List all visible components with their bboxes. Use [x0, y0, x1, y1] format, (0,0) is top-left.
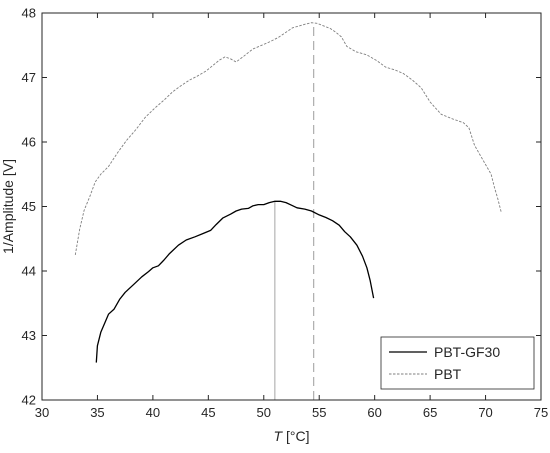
series-lines	[74, 22, 502, 363]
y-axis-label: 1/Amplitude [V]	[0, 159, 16, 254]
x-tick-label: 40	[146, 405, 160, 420]
y-tick-label: 42	[22, 393, 36, 408]
legend-label-1: PBT-GF30	[434, 344, 500, 360]
x-tick-label: 70	[478, 405, 492, 420]
x-tick-label: 45	[201, 405, 215, 420]
x-tick-label: 75	[534, 405, 548, 420]
series-line-pbt-gf30	[95, 200, 375, 363]
y-tick-label: 45	[22, 199, 36, 214]
x-axis-label-unit: [°C]	[282, 428, 309, 444]
x-axis-label: T [°C]	[274, 428, 310, 444]
y-axis-ticks: 42 43 44 45 46 47 48	[22, 6, 541, 408]
annotation-lines	[274, 22, 315, 400]
y-tick-label: 43	[22, 328, 36, 343]
legend: PBT-GF30 PBT	[380, 336, 535, 390]
y-tick-label: 46	[22, 135, 36, 150]
x-tick-label: 50	[257, 405, 271, 420]
y-tick-label: 47	[22, 70, 36, 85]
x-axis-ticks: 30 35 40 45 50 55 60 65 70 75	[35, 13, 548, 420]
legend-label-2: PBT	[434, 366, 462, 382]
x-tick-label: 35	[90, 405, 104, 420]
x-tick-label: 55	[312, 405, 326, 420]
y-tick-label: 48	[22, 6, 36, 21]
series-line-pbt	[74, 22, 502, 255]
x-axis-label-variable: T	[274, 428, 284, 444]
x-tick-label: 60	[367, 405, 381, 420]
x-tick-label: 65	[423, 405, 437, 420]
x-tick-label: 30	[35, 405, 49, 420]
legend-box	[380, 336, 535, 390]
y-tick-label: 44	[22, 264, 36, 279]
